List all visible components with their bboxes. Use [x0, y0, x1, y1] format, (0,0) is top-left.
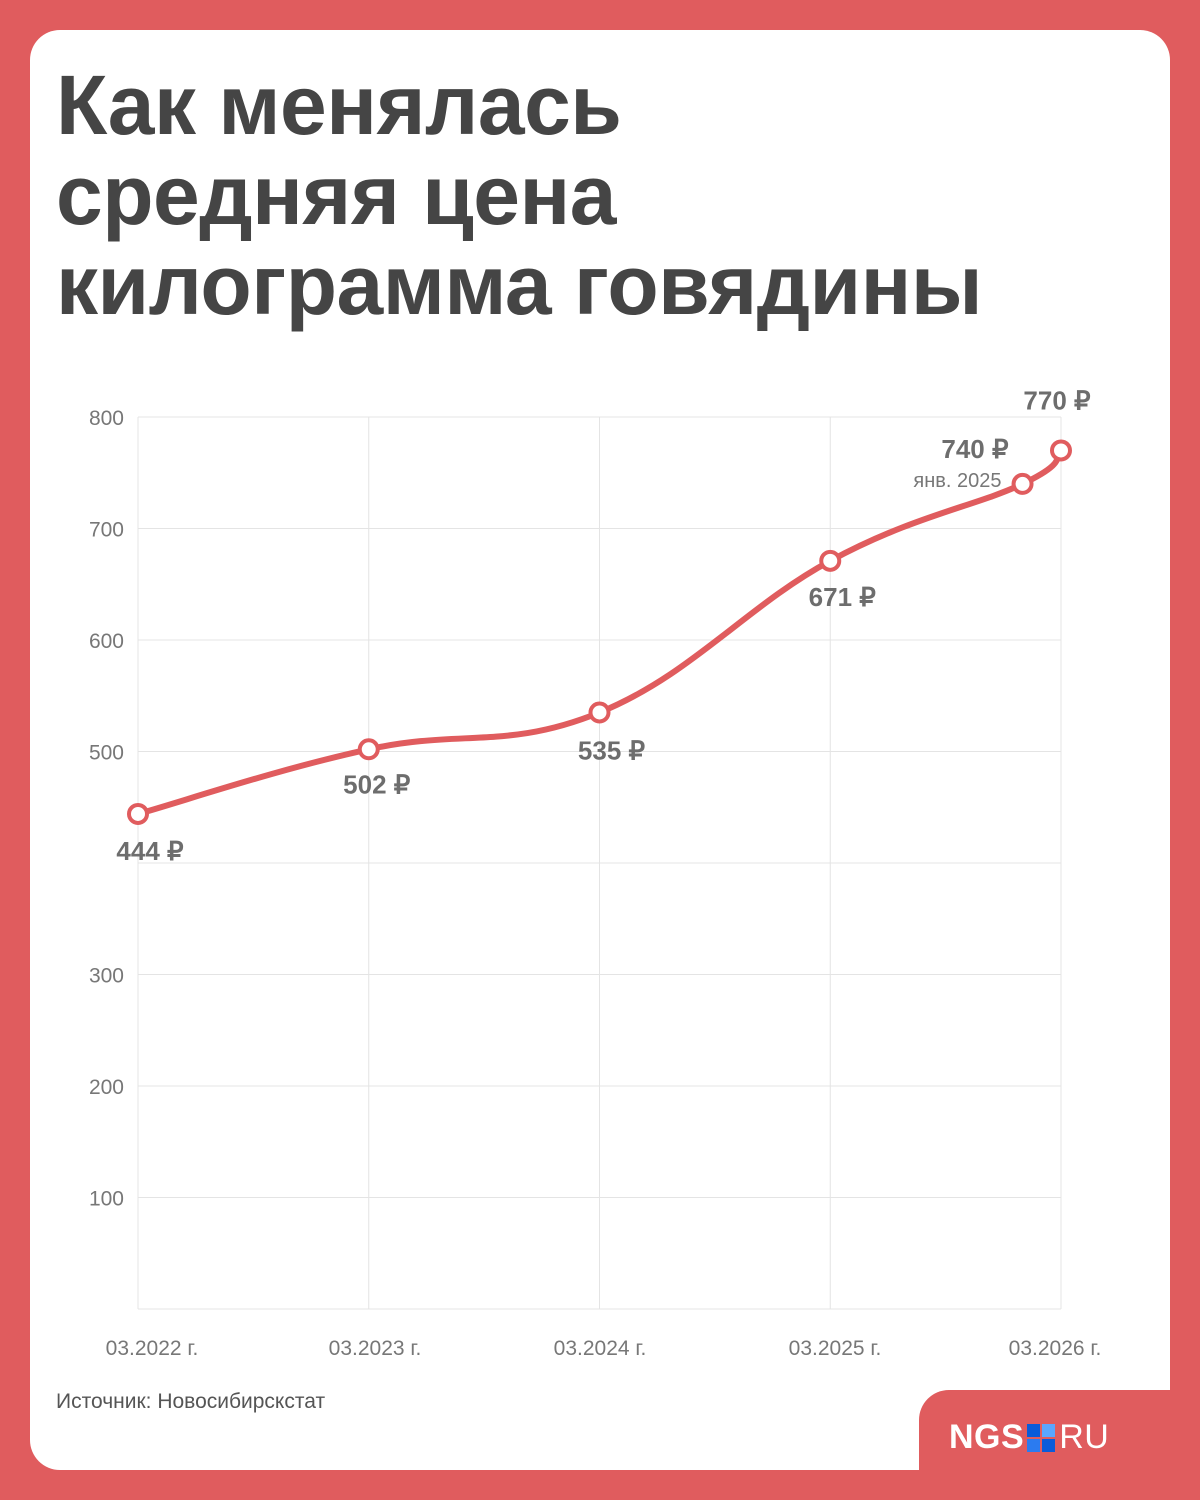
x-tick-label: 03.2022 г.	[106, 1337, 199, 1360]
y-tick-label: 300	[89, 965, 124, 988]
data-label: 535 ₽	[578, 735, 646, 765]
title-line-3: килограмма говядины	[56, 238, 983, 332]
title-line-2: средняя цена	[56, 148, 616, 242]
y-tick-label: 600	[89, 630, 124, 653]
title-line-1: Как менялась	[56, 58, 622, 152]
data-label-note: янв. 2025	[913, 470, 1001, 492]
y-tick-label: 800	[89, 407, 124, 430]
logo-tab	[919, 1390, 1200, 1500]
ngs-logo[interactable]: NGS RU	[949, 1418, 1109, 1457]
logo-squares-icon	[1027, 1423, 1056, 1452]
chart-title: Как менялась средняя цена килограмма гов…	[56, 60, 1096, 330]
y-tick-label: 700	[89, 519, 124, 542]
series-line	[135, 447, 1064, 817]
x-tick-label: 03.2023 г.	[329, 1337, 422, 1360]
data-point-marker	[127, 802, 149, 825]
y-tick-label: 200	[89, 1076, 124, 1099]
data-point-marker	[819, 549, 842, 572]
x-tick-label: 03.2024 г.	[554, 1337, 647, 1360]
y-tick-label: 500	[89, 742, 124, 765]
data-label: 444 ₽	[116, 836, 184, 866]
data-point-marker	[357, 738, 380, 761]
source-note: Источник: Новосибирскстат	[56, 1390, 326, 1413]
data-label: 770 ₽	[1023, 385, 1091, 415]
data-label: 671 ₽	[809, 582, 877, 612]
data-label: 502 ₽	[343, 769, 411, 799]
data-label: 740 ₽	[941, 434, 1009, 464]
y-tick-label: 100	[89, 1188, 124, 1211]
x-tick-label: 03.2026 г.	[1009, 1337, 1102, 1360]
logo-text-ngs: NGS	[949, 1418, 1025, 1456]
data-point-marker	[1050, 439, 1072, 462]
x-tick-label: 03.2025 г.	[789, 1337, 882, 1360]
data-point-marker	[588, 701, 611, 724]
logo-text-ru: RU	[1059, 1418, 1110, 1456]
data-point-marker	[1011, 472, 1034, 495]
